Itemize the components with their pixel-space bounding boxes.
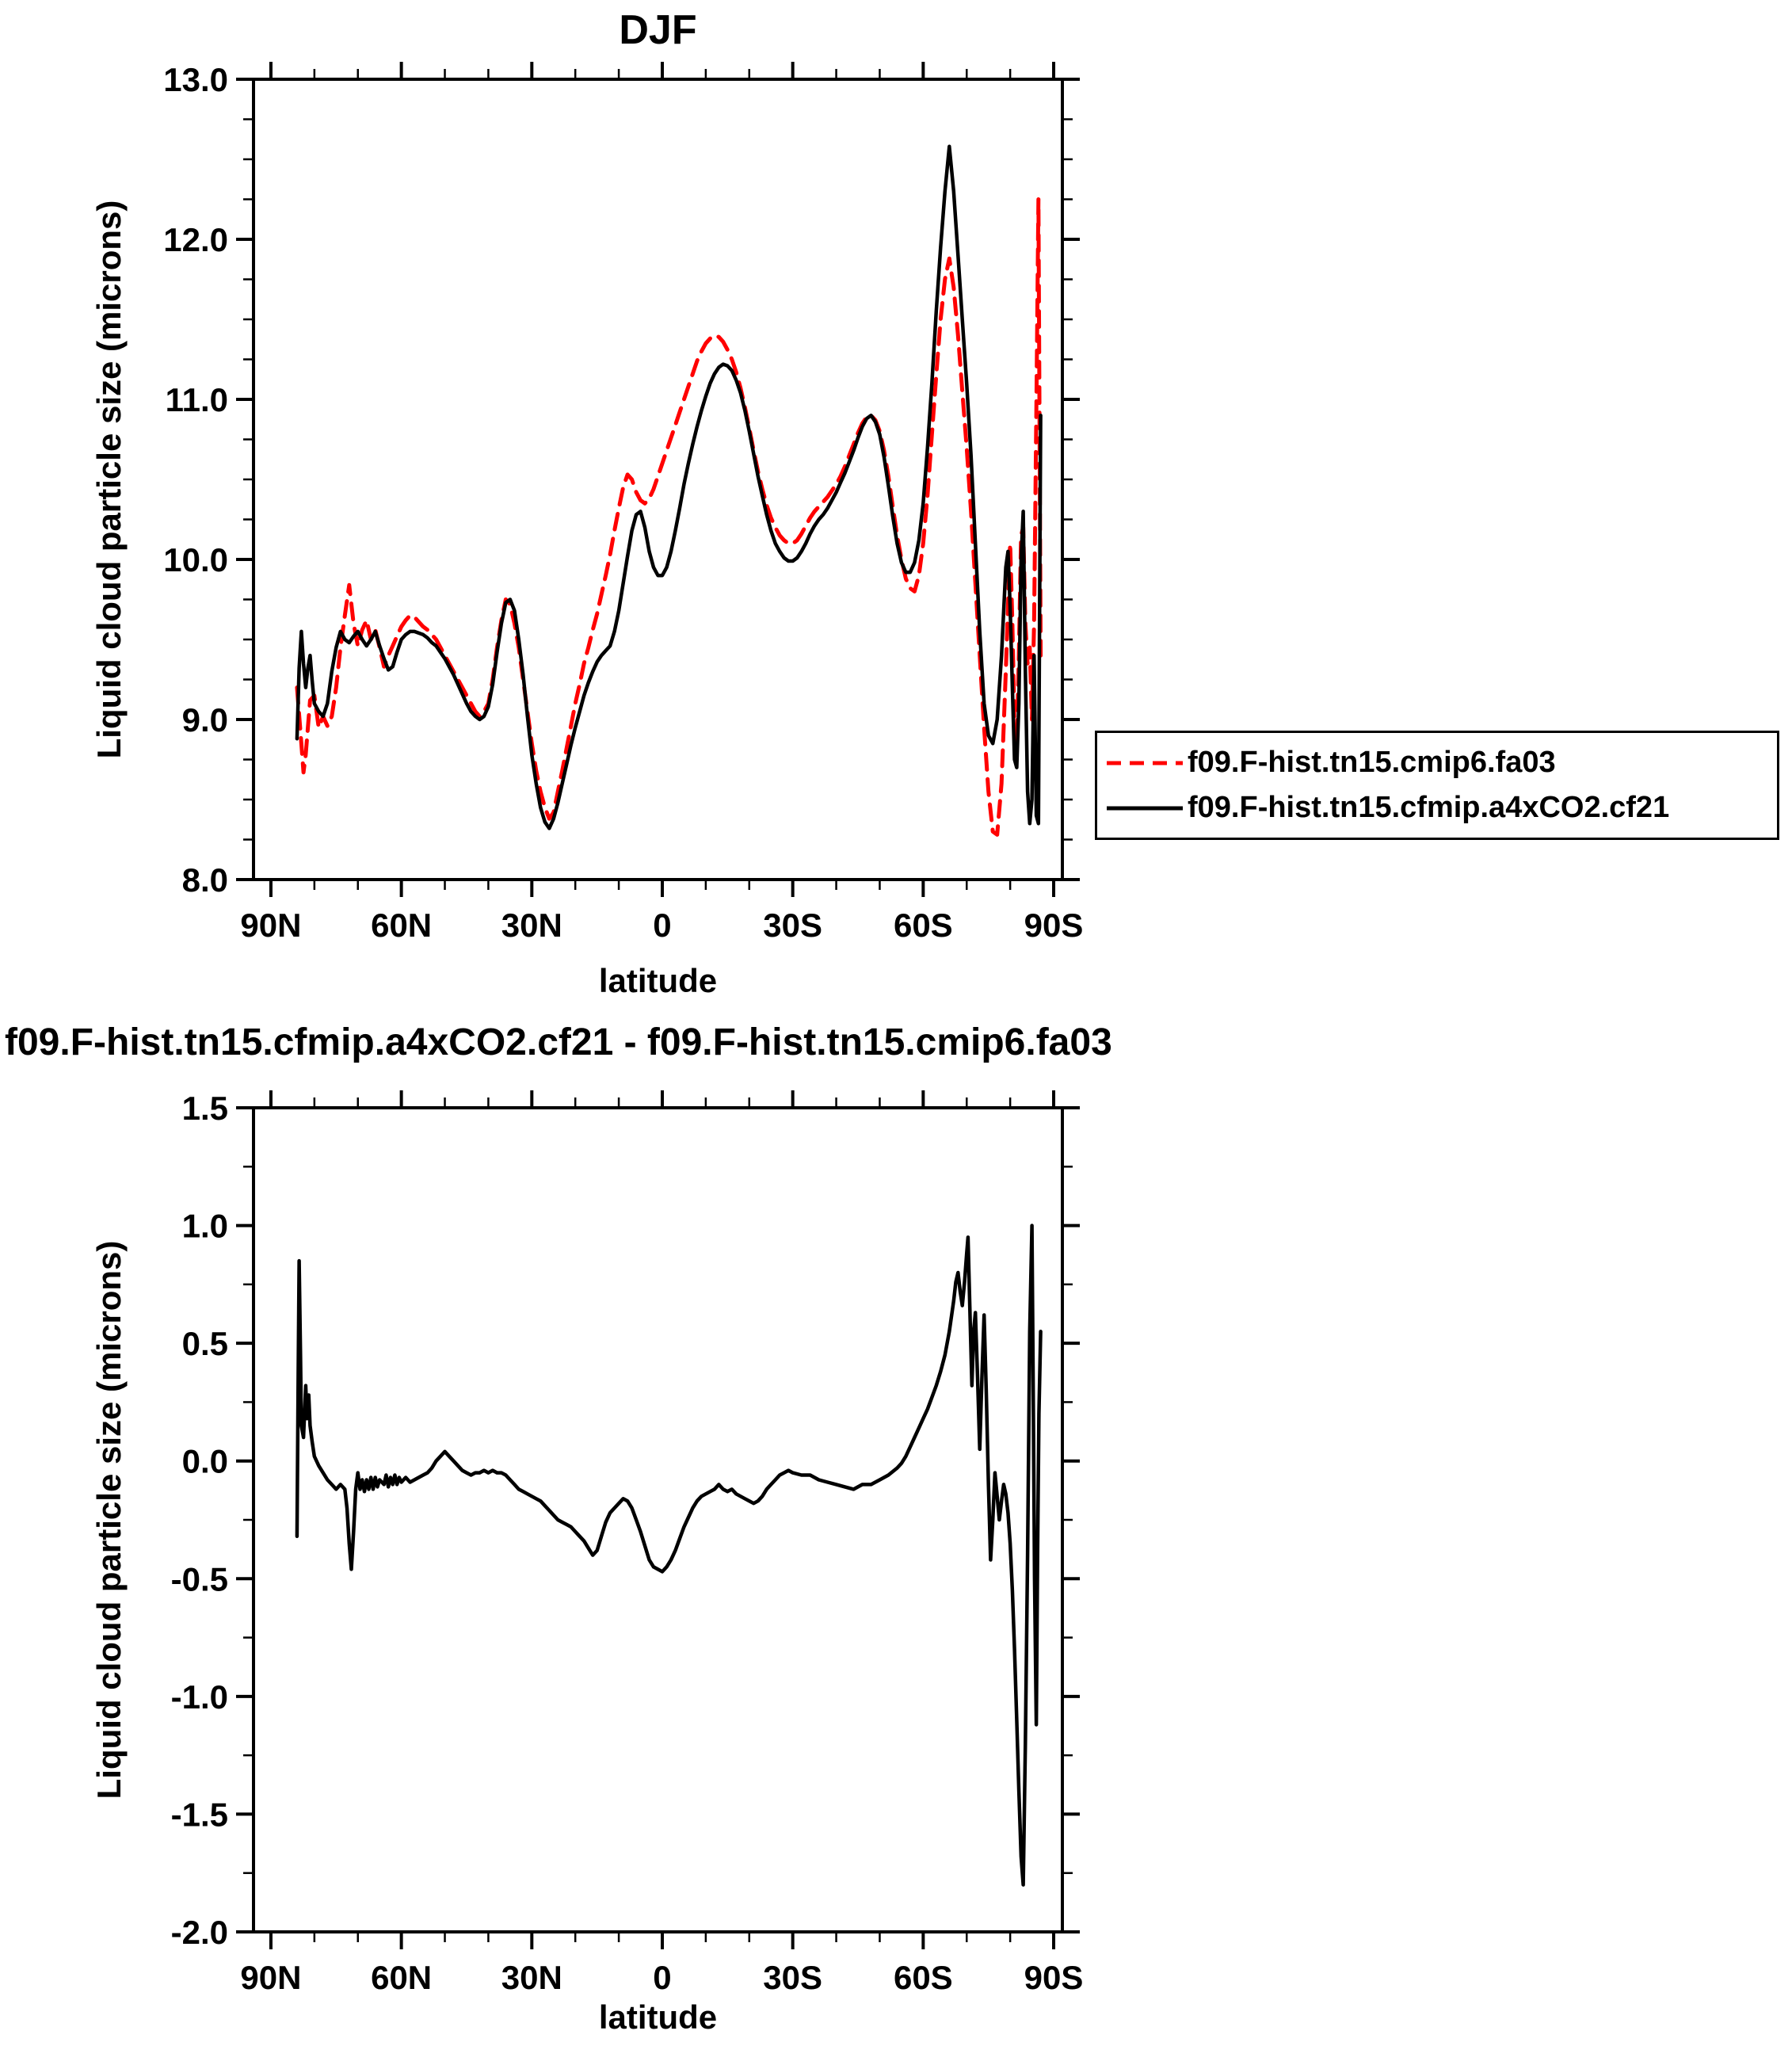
x-tick-label: 60S <box>894 1959 953 1996</box>
diff-chart-xlabel: latitude <box>598 1998 718 2036</box>
x-tick-label: 0 <box>653 907 671 944</box>
legend-label-cf21: f09.F-hist.tn15.cfmip.a4xCO2.cf21 <box>1188 791 1670 824</box>
y-tick-label: -0.5 <box>171 1560 228 1597</box>
x-tick-label: 30S <box>763 907 822 944</box>
series-line-0 <box>295 197 1043 837</box>
y-tick-label: -2.0 <box>171 1914 228 1951</box>
y-tick-label: -1.0 <box>171 1678 228 1716</box>
top-chart: 90N 60N 30N 0 30S 60S 90S 8.0 9.0 10.0 11.0 12.0 13.… <box>163 61 1084 944</box>
plot-frame <box>252 78 1064 881</box>
chart-legend: f09.F-hist.tn15.cmip6.fa03 f09.F-hist.tn… <box>1095 731 1779 840</box>
legend-item-cf21: f09.F-hist.tn15.cfmip.a4xCO2.cf21 <box>1105 791 1769 825</box>
top-chart-title: DJF <box>619 7 697 53</box>
x-tick-label: 90S <box>1024 1959 1084 1996</box>
y-tick-label: 1.5 <box>182 1090 228 1127</box>
red-dashed-line-sample <box>1107 761 1183 765</box>
plot-frame <box>252 1106 1064 1933</box>
y-tick-label: 8.0 <box>182 861 228 899</box>
diff-chart: 90N 60N 30N 0 30S 60S 90S -2.0 -1.5 -1.0 -0.5 0.0 0.… <box>171 1090 1084 1996</box>
black-solid-line-sample <box>1107 806 1183 810</box>
x-tick-label: 60N <box>371 907 432 944</box>
y-tick-label: 1.0 <box>182 1208 228 1245</box>
y-tick-label: 10.0 <box>163 541 228 578</box>
x-tick-label: 60S <box>894 907 953 944</box>
y-tick-label: 12.0 <box>163 221 228 258</box>
x-tick-label: 30S <box>763 1959 822 1996</box>
x-tick-label: 30N <box>501 1959 562 1996</box>
x-tick-label: 60N <box>371 1959 432 1996</box>
x-tick-label: 90N <box>240 1959 301 1996</box>
x-tick-label: 0 <box>653 1959 671 1996</box>
y-tick-label: 13.0 <box>163 61 228 98</box>
x-tick-label: 90N <box>240 907 301 944</box>
legend-label-fa03: f09.F-hist.tn15.cmip6.fa03 <box>1188 746 1556 779</box>
y-tick-label: 11.0 <box>166 381 228 418</box>
top-chart-xlabel: latitude <box>598 962 718 999</box>
series-line-0 <box>295 1223 1043 1887</box>
x-tick-label: 30N <box>501 907 562 944</box>
y-tick-label: 0.5 <box>182 1325 228 1362</box>
y-tick-label: 0.0 <box>182 1443 228 1480</box>
diff-chart-title: f09.F-hist.tn15.cfmip.a4xCO2.cf21 - f09.… <box>5 1021 1112 1063</box>
x-tick-label: 90S <box>1024 907 1084 944</box>
series-line-1 <box>295 144 1043 830</box>
legend-item-fa03: f09.F-hist.tn15.cmip6.fa03 <box>1105 746 1769 780</box>
y-tick-label: 9.0 <box>182 701 228 739</box>
y-tick-label: -1.5 <box>171 1796 228 1833</box>
